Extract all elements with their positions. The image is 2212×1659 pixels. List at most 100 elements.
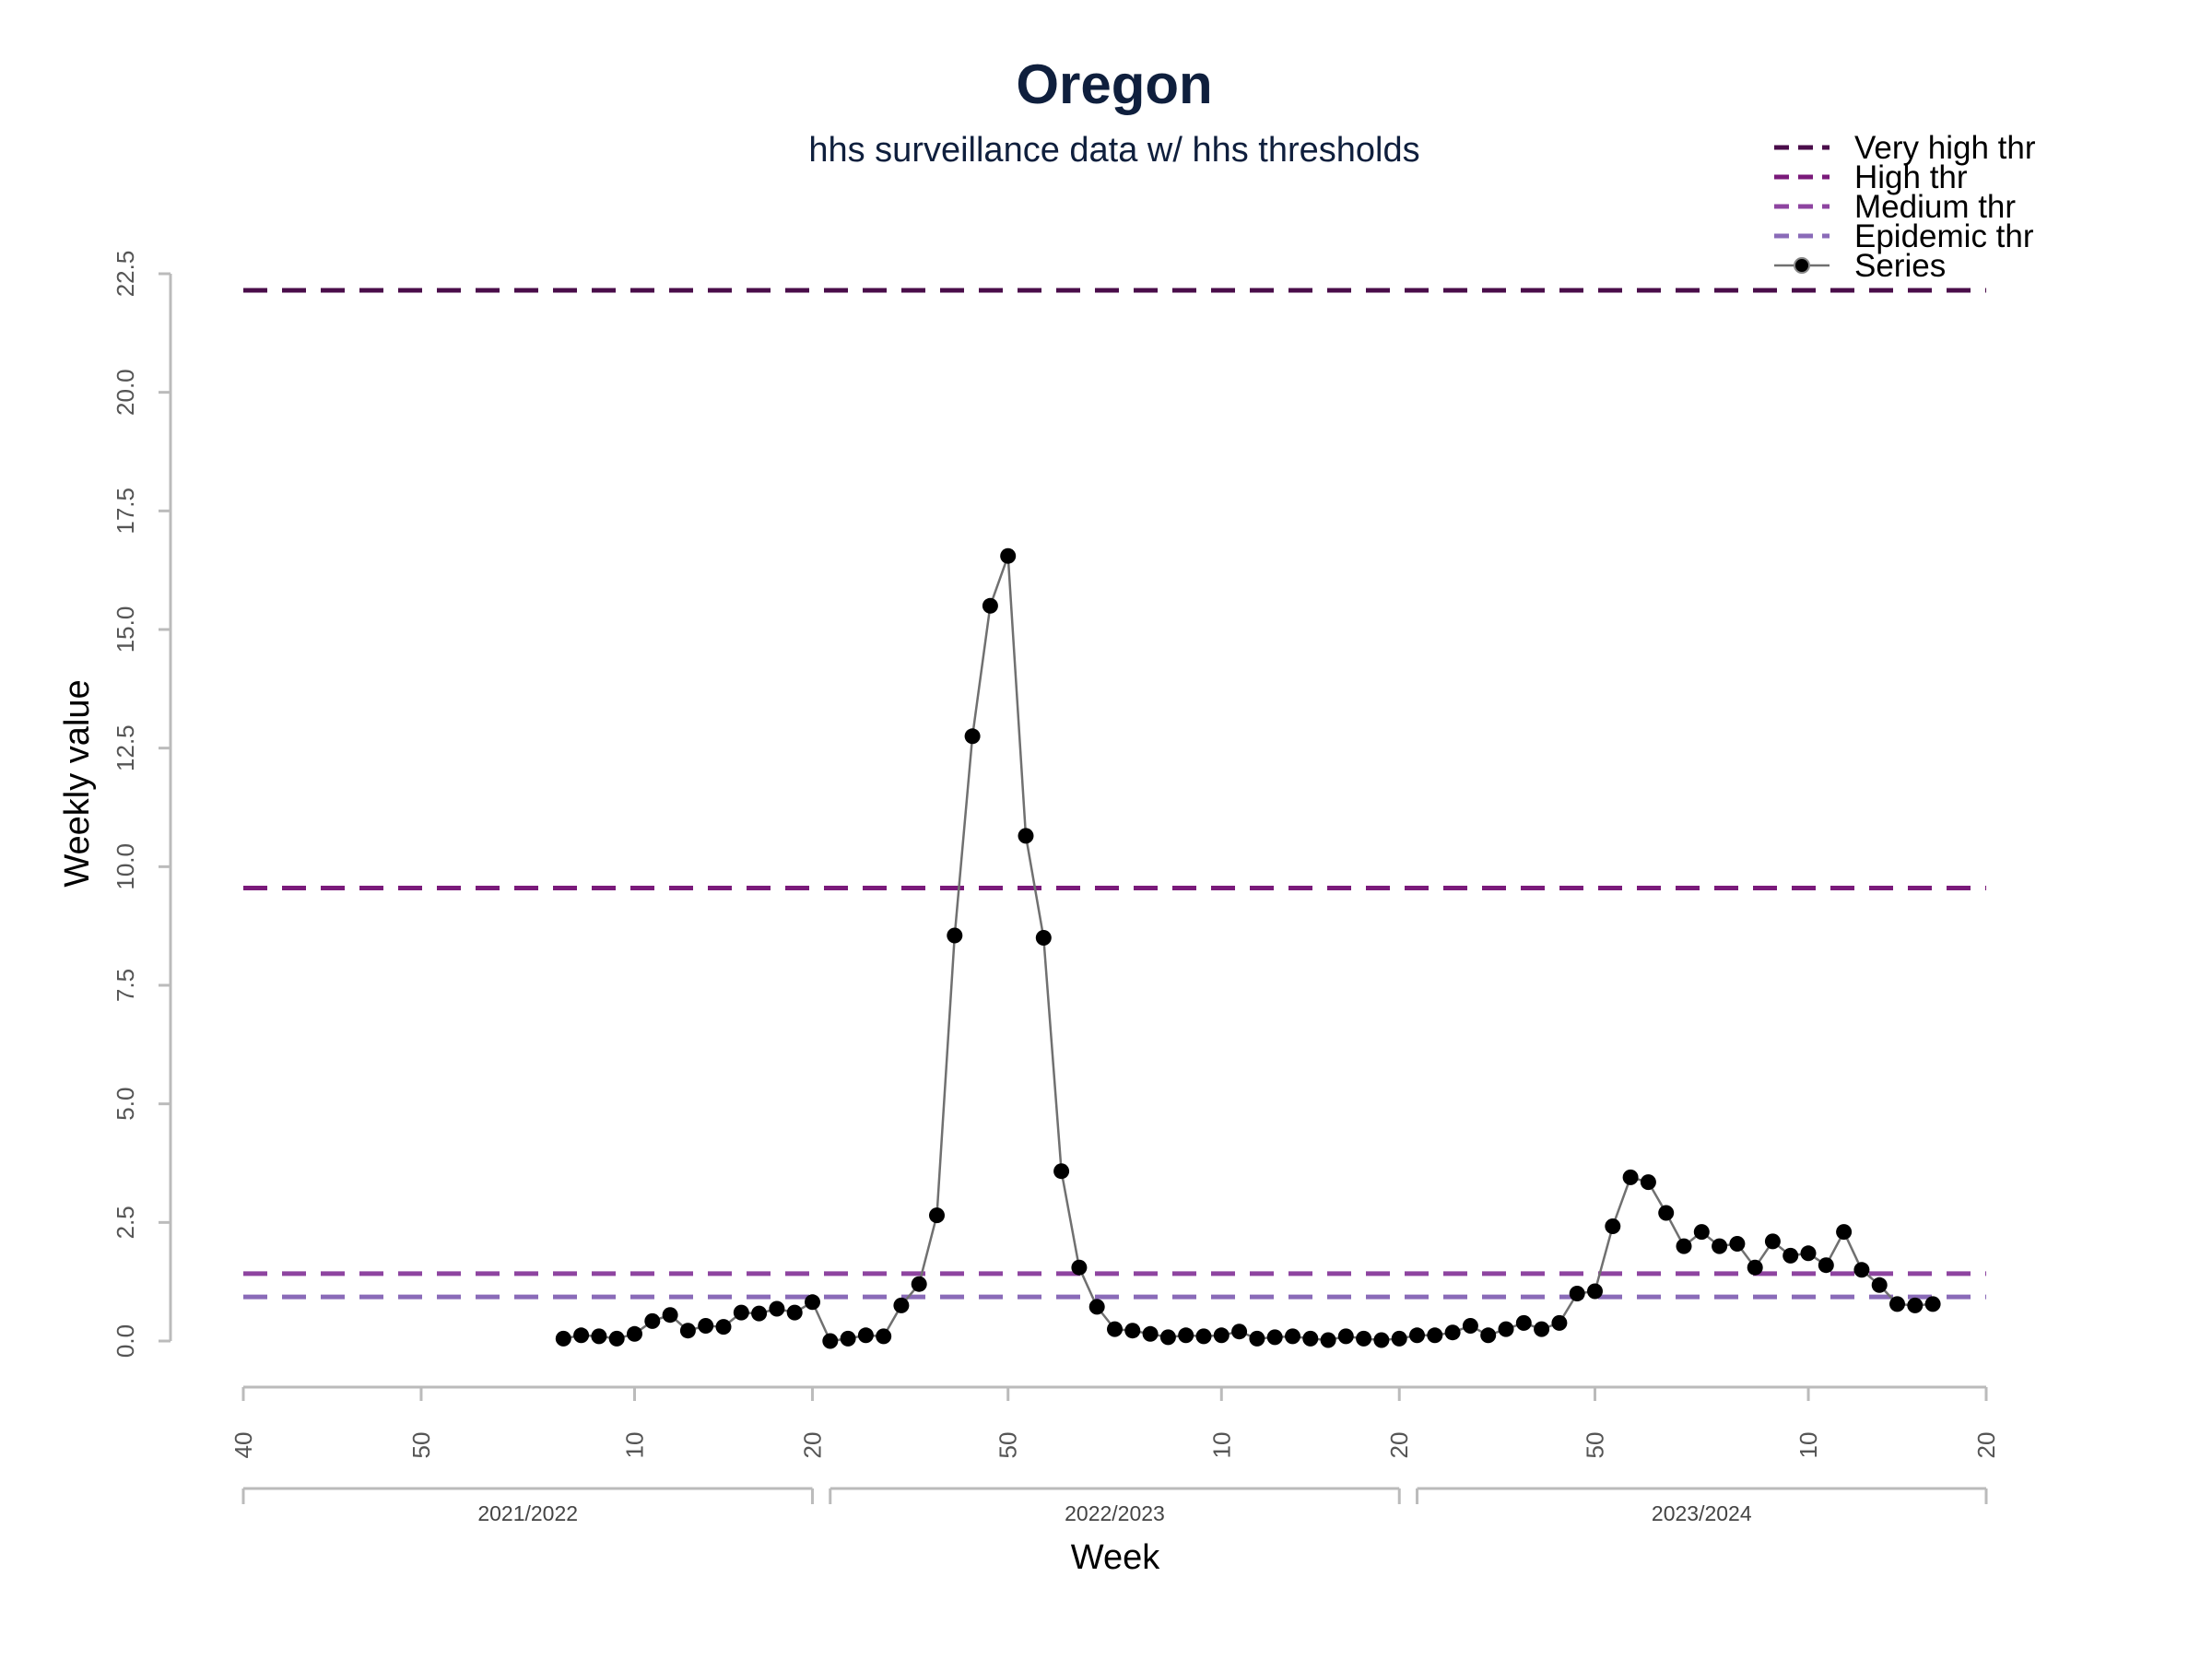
data-point bbox=[1729, 1236, 1746, 1252]
data-point bbox=[857, 1327, 874, 1344]
data-point bbox=[786, 1304, 803, 1321]
season-label: 2022/2023 bbox=[1065, 1501, 1165, 1525]
data-point bbox=[1569, 1286, 1585, 1301]
y-tick-label: 12.5 bbox=[112, 724, 139, 771]
y-tick-label: 17.5 bbox=[112, 488, 139, 535]
series-group bbox=[555, 547, 1941, 1349]
data-point bbox=[805, 1294, 820, 1311]
y-tick-label: 22.5 bbox=[112, 251, 139, 298]
data-point bbox=[1000, 547, 1017, 564]
data-point bbox=[1800, 1245, 1817, 1262]
data-point bbox=[1853, 1262, 1870, 1278]
x-tick-label: 50 bbox=[407, 1432, 435, 1459]
series-line bbox=[563, 555, 1934, 1343]
legend-label: Medium thr bbox=[1854, 189, 2016, 225]
data-point bbox=[1462, 1318, 1478, 1334]
data-point bbox=[1249, 1330, 1265, 1347]
x-tick-label: 50 bbox=[1582, 1432, 1609, 1459]
data-point bbox=[1747, 1259, 1763, 1276]
data-point bbox=[715, 1319, 732, 1335]
data-point bbox=[608, 1330, 625, 1347]
y-axis-ticks: 0.0 2.5 5.0 7.5 10.0 12.5 15.0 17.5 20.0 22.5 bbox=[112, 251, 171, 1358]
data-point bbox=[1320, 1332, 1336, 1348]
legend-label: High thr bbox=[1854, 159, 1968, 195]
data-point bbox=[1088, 1299, 1105, 1315]
data-point bbox=[1124, 1323, 1141, 1339]
data-point bbox=[1551, 1314, 1568, 1331]
data-point bbox=[1444, 1324, 1461, 1341]
data-point bbox=[1356, 1330, 1372, 1347]
data-point bbox=[555, 1330, 571, 1347]
data-point bbox=[964, 728, 981, 745]
data-point bbox=[1587, 1283, 1603, 1300]
threshold-lines bbox=[243, 288, 1986, 1300]
data-point bbox=[1285, 1328, 1300, 1345]
data-point bbox=[1231, 1324, 1248, 1340]
y-axis-title: Weekly value bbox=[58, 679, 97, 887]
x-axis-ticks: 40 50 10 20 50 10 20 50 10 20 bbox=[229, 1387, 2000, 1458]
data-point bbox=[698, 1318, 714, 1334]
season-axis: 2021/2022 2022/2023 2023/2024 bbox=[241, 1487, 1988, 1525]
data-point bbox=[1764, 1233, 1781, 1250]
season-label: 2021/2022 bbox=[477, 1501, 578, 1525]
data-point bbox=[1907, 1297, 1924, 1313]
data-point bbox=[1693, 1224, 1710, 1241]
x-axis-title: Week bbox=[1071, 1538, 1160, 1577]
data-point bbox=[1818, 1257, 1834, 1274]
x-tick-label: 20 bbox=[1385, 1432, 1413, 1459]
data-point bbox=[1409, 1327, 1425, 1344]
data-point bbox=[1924, 1296, 1941, 1312]
data-point bbox=[1195, 1328, 1212, 1345]
data-point bbox=[662, 1307, 678, 1324]
data-point bbox=[1658, 1205, 1675, 1221]
data-point bbox=[733, 1304, 749, 1321]
data-point bbox=[822, 1333, 839, 1349]
data-point bbox=[1515, 1314, 1532, 1331]
y-tick-label: 2.5 bbox=[112, 1206, 139, 1239]
data-point bbox=[1676, 1238, 1692, 1254]
data-point bbox=[1498, 1321, 1514, 1337]
data-point bbox=[591, 1328, 607, 1345]
data-point bbox=[1480, 1327, 1497, 1344]
data-point bbox=[893, 1297, 910, 1313]
data-point bbox=[1871, 1277, 1888, 1293]
data-point bbox=[929, 1207, 945, 1224]
data-point bbox=[1178, 1327, 1194, 1344]
legend-label: Epidemic thr bbox=[1854, 218, 2034, 254]
data-point bbox=[1622, 1169, 1639, 1185]
data-point bbox=[679, 1323, 696, 1339]
data-point bbox=[911, 1276, 927, 1292]
season-label: 2023/2024 bbox=[1652, 1501, 1752, 1525]
x-tick-label: 20 bbox=[799, 1432, 827, 1459]
y-tick-label: 0.0 bbox=[112, 1324, 139, 1358]
data-point bbox=[1427, 1327, 1443, 1344]
data-point bbox=[1213, 1327, 1230, 1344]
y-tick-label: 10.0 bbox=[112, 843, 139, 890]
data-point bbox=[627, 1325, 642, 1342]
data-point bbox=[769, 1300, 785, 1317]
data-point bbox=[1373, 1332, 1390, 1348]
data-point bbox=[1836, 1224, 1853, 1241]
data-point bbox=[1142, 1325, 1159, 1342]
data-point bbox=[1337, 1328, 1354, 1345]
chart-subtitle: hhs surveillance data w/ hhs thresholds bbox=[808, 131, 1419, 170]
x-tick-label: 10 bbox=[621, 1432, 649, 1459]
data-point bbox=[1266, 1329, 1283, 1346]
data-point bbox=[751, 1305, 768, 1322]
data-point bbox=[982, 597, 998, 614]
legend-label: Very high thr bbox=[1854, 130, 2036, 166]
data-point bbox=[1053, 1163, 1070, 1180]
data-point bbox=[1035, 930, 1052, 946]
x-tick-label: 20 bbox=[1972, 1432, 2000, 1459]
data-point bbox=[1712, 1238, 1728, 1254]
legend-swatch-series-marker bbox=[1794, 257, 1810, 274]
data-point bbox=[1071, 1259, 1088, 1276]
data-point bbox=[1159, 1329, 1176, 1346]
data-point bbox=[1640, 1174, 1656, 1191]
x-tick-label: 50 bbox=[994, 1432, 1022, 1459]
data-point bbox=[1605, 1218, 1621, 1234]
y-tick-label: 5.0 bbox=[112, 1088, 139, 1121]
data-point bbox=[573, 1327, 590, 1344]
